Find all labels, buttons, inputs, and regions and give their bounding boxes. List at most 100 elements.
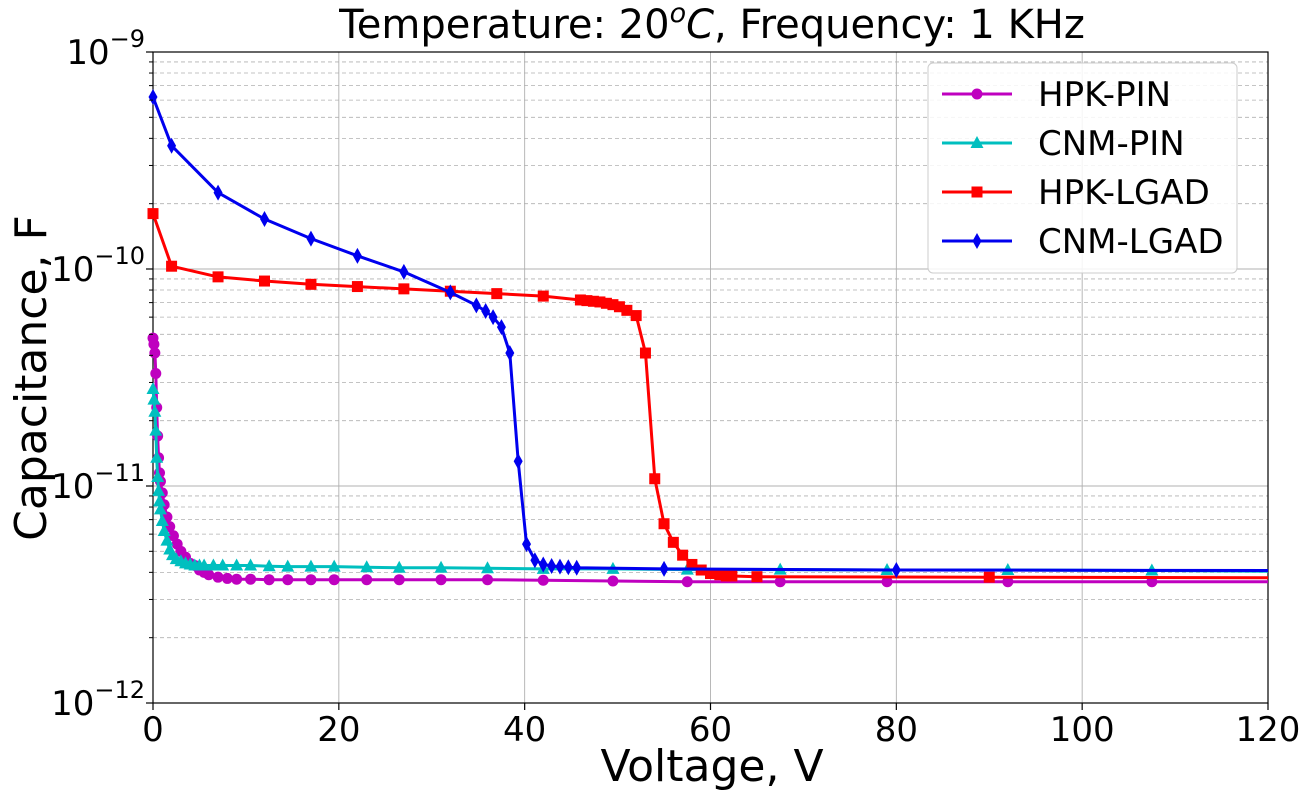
x-tick-label: 120: [1236, 710, 1301, 750]
data-point: [481, 561, 494, 574]
data-point: [496, 319, 506, 336]
data-point: [216, 558, 230, 571]
data-point: [522, 536, 532, 553]
data-point: [686, 558, 698, 570]
data-point: [563, 559, 573, 576]
legend-label: HPK-LGAD: [1038, 173, 1210, 213]
data-point: [630, 310, 642, 322]
data-point: [649, 473, 661, 485]
data-point: [488, 309, 498, 326]
series-cnm-lgad: [148, 89, 1269, 579]
data-point: [393, 574, 405, 586]
data-point: [581, 295, 593, 307]
data-point: [639, 347, 651, 359]
data-point: [206, 558, 220, 571]
data-point: [1146, 576, 1158, 588]
data-point: [151, 470, 165, 483]
x-tick-label: 0: [142, 710, 164, 750]
data-point: [166, 260, 178, 272]
data-point: [327, 559, 341, 572]
x-tick-label: 20: [317, 710, 360, 750]
data-point: [983, 571, 995, 583]
data-point: [530, 552, 540, 569]
data-point: [361, 574, 373, 586]
data-point: [360, 560, 374, 573]
data-point: [259, 275, 270, 287]
data-point: [149, 423, 163, 436]
legend: HPK-PIN CNM-PIN HPK-LGAD CNM-LGAD: [927, 62, 1238, 274]
data-point: [212, 571, 224, 583]
x-tick-label: 80: [875, 710, 918, 750]
data-point: [221, 572, 233, 584]
data-point: [538, 556, 548, 573]
data-point: [148, 89, 158, 106]
data-point: [891, 562, 901, 579]
data-point: [167, 530, 179, 542]
data-point: [600, 297, 612, 309]
data-point: [667, 536, 679, 548]
legend-label: HPK-PIN: [1038, 75, 1171, 115]
data-point: [398, 283, 410, 295]
data-point: [328, 574, 340, 586]
data-point: [537, 290, 549, 302]
x-tick-label: 100: [1050, 710, 1115, 750]
data-point: [230, 558, 244, 571]
data-point: [1002, 576, 1014, 588]
data-point: [231, 573, 243, 585]
data-point: [167, 137, 177, 154]
data-point: [203, 569, 215, 581]
data-point: [262, 559, 276, 572]
data-point: [150, 367, 162, 379]
data-point: [621, 304, 633, 316]
data-point: [607, 299, 619, 311]
data-point: [157, 524, 171, 537]
data-point: [587, 295, 599, 307]
data-point: [751, 571, 763, 583]
data-point: [505, 345, 515, 362]
data-point: [305, 574, 317, 586]
data-point: [537, 574, 549, 586]
data-point: [555, 558, 565, 575]
data-point: [705, 568, 716, 580]
y-tick-label: 10−12: [51, 676, 145, 724]
data-point: [148, 404, 162, 417]
tick-layer: 0 20 40 60 80 100 120 10−12 10−11 10−10 10−9: [51, 25, 1300, 750]
legend-item: CNM-PIN: [942, 124, 1185, 164]
y-tick-label: 10−10: [51, 242, 145, 290]
data-point: [434, 560, 448, 573]
data-point: [263, 574, 275, 586]
x-axis-title: Voltage, V: [600, 741, 823, 792]
legend-label: CNM-PIN: [1038, 124, 1185, 164]
data-point: [392, 560, 406, 573]
series-layer: [146, 89, 1269, 588]
legend-item: HPK-PIN: [942, 75, 1171, 115]
data-point: [574, 294, 586, 306]
data-point: [150, 450, 164, 463]
data-point: [659, 560, 669, 577]
data-point: [613, 301, 625, 313]
data-point: [481, 303, 491, 320]
legend-marker: [972, 233, 982, 249]
data-point: [152, 483, 166, 496]
data-point: [244, 558, 258, 571]
data-point: [720, 570, 732, 582]
data-point: [435, 574, 447, 586]
data-point: [304, 559, 318, 572]
data-point: [155, 513, 169, 526]
data-point: [547, 557, 557, 574]
data-point: [607, 575, 619, 587]
legend-item: HPK-LGAD: [942, 173, 1210, 213]
data-point: [445, 284, 455, 301]
legend-item: CNM-LGAD: [942, 222, 1224, 262]
data-point: [352, 247, 362, 264]
title-unit: C: [686, 2, 714, 48]
series-hpk-lgad: [147, 208, 1269, 583]
data-point: [146, 381, 160, 394]
data-point: [282, 574, 294, 586]
data-point: [197, 558, 211, 571]
data-point: [572, 559, 582, 576]
data-point: [681, 576, 693, 588]
data-point: [491, 288, 503, 300]
data-point: [399, 263, 409, 280]
